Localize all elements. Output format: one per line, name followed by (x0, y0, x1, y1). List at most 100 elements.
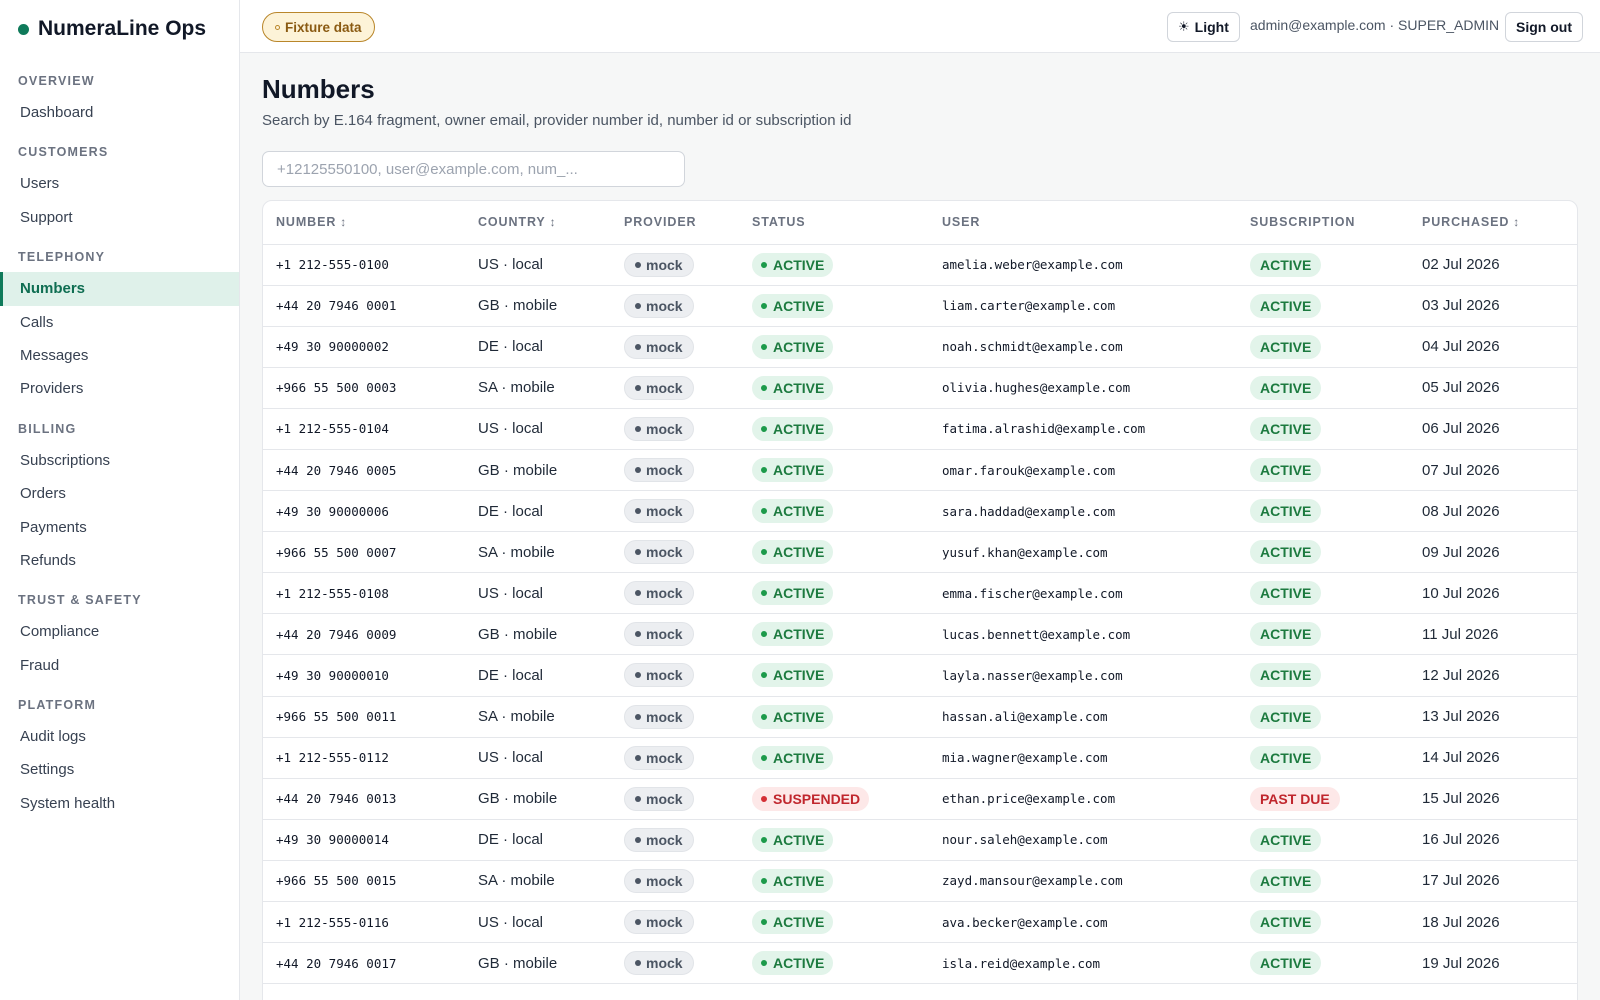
number-cell: +966 55 500 0007 (263, 532, 465, 573)
status-cell: ACTIVE (739, 902, 929, 943)
table-row[interactable]: +44 20 7946 0009 GB · mobile mock ACTIVE luc… (263, 614, 1577, 655)
sidebar-item-fraud[interactable]: Fraud (0, 649, 239, 682)
column-header-label: USER (942, 215, 980, 229)
country-cell: GB · mobile (465, 614, 611, 655)
status-label: ACTIVE (773, 709, 824, 725)
sidebar-item-compliance[interactable]: Compliance (0, 615, 239, 648)
sidebar-item-users[interactable]: Users (0, 167, 239, 200)
user-email-cell[interactable]: noah.schmidt@example.com (929, 326, 1237, 367)
table-row[interactable]: +1 212-555-0116 US · local mock ACTIVE ava.b… (263, 902, 1577, 943)
user-email-cell[interactable]: olivia.hughes@example.com (929, 367, 1237, 408)
column-header-purchased[interactable]: PURCHASED ↕ (1409, 201, 1577, 244)
table-row[interactable]: +966 55 500 0011 SA · mobile mock ACTIVE has… (263, 696, 1577, 737)
nav-section-trust-safety: TRUST & SAFETY Compliance Fraud (0, 591, 239, 682)
provider-badge: mock (624, 746, 694, 770)
user-email-cell[interactable]: omar.farouk@example.com (929, 449, 1237, 490)
table-row[interactable]: +1 212-555-0100 US · local mock ACTIVE ameli… (263, 244, 1577, 285)
table-row[interactable]: +1 212-555-0104 US · local mock ACTIVE fatim… (263, 408, 1577, 449)
provider-badge: mock (624, 499, 694, 523)
user-email-cell[interactable]: emma.fischer@example.com (929, 573, 1237, 614)
status-badge: ACTIVE (752, 376, 833, 400)
subscription-badge: ACTIVE (1250, 828, 1321, 852)
sidebar-item-support[interactable]: Support (0, 201, 239, 234)
status-dot-icon (761, 385, 767, 391)
sidebar-item-settings[interactable]: Settings (0, 753, 239, 786)
sidebar-item-refunds[interactable]: Refunds (0, 544, 239, 577)
table-row[interactable]: +44 20 7946 0017 GB · mobile mock ACTIVE isl… (263, 943, 1577, 984)
numbers-table: NUMBER ↕ COUNTRY ↕ PROVIDER STATUS USER SUBSCRI… (263, 201, 1577, 984)
sidebar-item-orders[interactable]: Orders (0, 477, 239, 510)
provider-cell: mock (611, 902, 739, 943)
column-header-country[interactable]: COUNTRY ↕ (465, 201, 611, 244)
table-row[interactable]: +49 30 90000002 DE · local mock ACTIVE noah.… (263, 326, 1577, 367)
sidebar-item-payments[interactable]: Payments (0, 511, 239, 544)
sort-icon[interactable]: ↕ (340, 215, 347, 229)
nav-section-title: CUSTOMERS (0, 143, 239, 161)
country-cell: DE · local (465, 819, 611, 860)
sidebar-item-numbers[interactable]: Numbers (0, 272, 239, 305)
status-cell: ACTIVE (739, 819, 929, 860)
table-row[interactable]: +1 212-555-0112 US · local mock ACTIVE mia.w… (263, 737, 1577, 778)
table-row[interactable]: +44 20 7946 0001 GB · mobile mock ACTIVE lia… (263, 285, 1577, 326)
user-email-cell[interactable]: isla.reid@example.com (929, 943, 1237, 984)
user-email-cell[interactable]: liam.carter@example.com (929, 285, 1237, 326)
theme-toggle-button[interactable]: ☀ Light (1167, 12, 1240, 42)
table-row[interactable]: +966 55 500 0003 SA · mobile mock ACTIVE oli… (263, 367, 1577, 408)
sign-out-button[interactable]: Sign out (1505, 12, 1583, 42)
table-row[interactable]: +49 30 90000014 DE · local mock ACTIVE nour.… (263, 819, 1577, 860)
sidebar-item-system-health[interactable]: System health (0, 787, 239, 820)
purchased-date-cell: 08 Jul 2026 (1409, 491, 1577, 532)
table-row[interactable]: +966 55 500 0007 SA · mobile mock ACTIVE yus… (263, 532, 1577, 573)
table-row[interactable]: +49 30 90000010 DE · local mock ACTIVE layla… (263, 655, 1577, 696)
sidebar-item-dashboard[interactable]: Dashboard (0, 96, 239, 129)
search-input[interactable] (262, 151, 685, 187)
user-email-cell[interactable]: amelia.weber@example.com (929, 244, 1237, 285)
subscription-cell: ACTIVE (1237, 532, 1409, 573)
status-label: ACTIVE (773, 955, 824, 971)
purchased-date-cell: 09 Jul 2026 (1409, 532, 1577, 573)
user-email-cell[interactable]: sara.haddad@example.com (929, 491, 1237, 532)
user-email-cell[interactable]: hassan.ali@example.com (929, 696, 1237, 737)
country-cell: GB · mobile (465, 285, 611, 326)
user-email-cell[interactable]: mia.wagner@example.com (929, 737, 1237, 778)
status-label: ACTIVE (773, 626, 824, 642)
status-badge: ACTIVE (752, 581, 833, 605)
user-email-cell[interactable]: zayd.mansour@example.com (929, 860, 1237, 901)
table-row[interactable]: +44 20 7946 0005 GB · mobile mock ACTIVE oma… (263, 449, 1577, 490)
nav-section-title: BILLING (0, 420, 239, 438)
table-row[interactable]: +44 20 7946 0013 GB · mobile mock SUSPENDED… (263, 778, 1577, 819)
sort-icon[interactable]: ↕ (1513, 215, 1520, 229)
user-email-cell[interactable]: yusuf.khan@example.com (929, 532, 1237, 573)
subscription-badge: ACTIVE (1250, 951, 1321, 975)
country-cell: US · local (465, 902, 611, 943)
purchased-date-cell: 18 Jul 2026 (1409, 902, 1577, 943)
sidebar-item-audit-logs[interactable]: Audit logs (0, 720, 239, 753)
table-row[interactable]: +966 55 500 0015 SA · mobile mock ACTIVE zay… (263, 860, 1577, 901)
provider-dot-icon (635, 631, 641, 637)
number-cell: +966 55 500 0011 (263, 696, 465, 737)
sidebar-item-subscriptions[interactable]: Subscriptions (0, 444, 239, 477)
status-badge: ACTIVE (752, 294, 833, 318)
sidebar-item-calls[interactable]: Calls (0, 306, 239, 339)
status-cell: ACTIVE (739, 491, 929, 532)
number-cell: +1 212-555-0108 (263, 573, 465, 614)
table-row[interactable]: +1 212-555-0108 US · local mock ACTIVE emma.… (263, 573, 1577, 614)
user-email-cell[interactable]: lucas.bennett@example.com (929, 614, 1237, 655)
provider-cell: mock (611, 326, 739, 367)
user-email-cell[interactable]: layla.nasser@example.com (929, 655, 1237, 696)
table-row[interactable]: +49 30 90000006 DE · local mock ACTIVE sara.… (263, 491, 1577, 532)
user-email-cell[interactable]: nour.saleh@example.com (929, 819, 1237, 860)
current-user-info: admin@example.com · SUPER_ADMIN (1250, 17, 1499, 33)
user-email-cell[interactable]: ethan.price@example.com (929, 778, 1237, 819)
sidebar-item-providers[interactable]: Providers (0, 372, 239, 405)
status-cell: ACTIVE (739, 614, 929, 655)
user-email-cell[interactable]: fatima.alrashid@example.com (929, 408, 1237, 449)
column-header-number[interactable]: NUMBER ↕ (263, 201, 465, 244)
status-cell: ACTIVE (739, 408, 929, 449)
sidebar-item-messages[interactable]: Messages (0, 339, 239, 372)
brand[interactable]: NumeraLine Ops (0, 0, 239, 58)
topbar: Fixture data ☀ Light admin@example.com ·… (240, 0, 1600, 53)
purchased-date-cell: 15 Jul 2026 (1409, 778, 1577, 819)
sort-icon[interactable]: ↕ (550, 215, 557, 229)
user-email-cell[interactable]: ava.becker@example.com (929, 902, 1237, 943)
